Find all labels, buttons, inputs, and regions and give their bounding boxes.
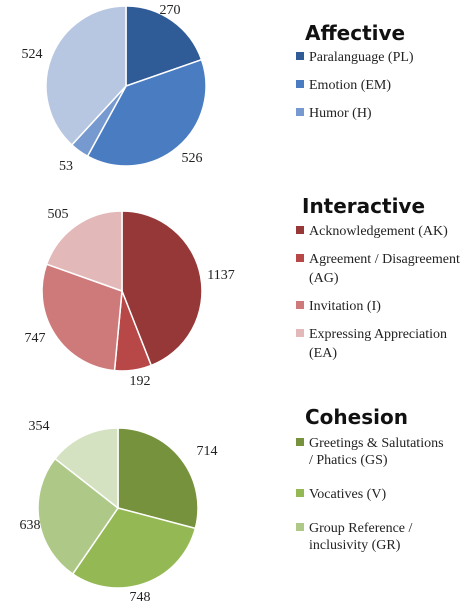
cohesion-slice-greetings-salutations-phatics-gs bbox=[117, 427, 199, 530]
legend-label: inclusivity (GR) bbox=[309, 538, 401, 553]
legend-item-vocatives-v: Vocatives (V) bbox=[296, 487, 386, 502]
legend-swatch bbox=[296, 329, 304, 337]
affective-value-label: 524 bbox=[22, 47, 43, 62]
legend-swatch bbox=[296, 523, 304, 531]
legend-item-agreement-disagreement-ag: Agreement / Disagreement (AG) bbox=[296, 252, 460, 286]
legend-swatch bbox=[296, 301, 304, 309]
legend-item-group-reference-inclusivity-gr: Group Reference / inclusivity (GR) bbox=[296, 521, 413, 553]
cohesion-value-label: 748 bbox=[130, 590, 151, 605]
interactive-slice-acknowledgement-ak bbox=[121, 210, 203, 367]
interactive-value-label: 747 bbox=[25, 331, 46, 346]
cohesion-value-label: 638 bbox=[20, 518, 41, 533]
interactive-title: Interactive bbox=[302, 194, 425, 218]
interactive-chart: 1137 192 747 505 Interactive Acknowledgement … bbox=[25, 194, 460, 389]
cohesion-chart: 714 748 638 354 Cohesion Greetings & Salutati… bbox=[20, 405, 444, 605]
interactive-value-label: 192 bbox=[130, 374, 151, 389]
interactive-slice-expressing-appreciation-ea bbox=[45, 210, 123, 293]
legend-item-acknowledgement-ak: Acknowledgement (AK) bbox=[296, 224, 448, 239]
affective-value-label: 53 bbox=[59, 159, 73, 174]
legend-item-invitation-i: Invitation (I) bbox=[296, 299, 381, 314]
affective-value-label: 526 bbox=[182, 151, 203, 166]
legend-label: Paralanguage (PL) bbox=[309, 50, 414, 65]
legend-item-expressing-appreciation-ea: Expressing Appreciation (EA) bbox=[296, 327, 447, 361]
cohesion-slice-group-reference-inclusivity-gr bbox=[37, 457, 120, 575]
legend-item-emotion-em: Emotion (EM) bbox=[296, 78, 391, 93]
interactive-value-label: 1137 bbox=[207, 268, 234, 283]
legend-label: Agreement / Disagreement bbox=[309, 252, 460, 267]
legend-swatch bbox=[296, 80, 304, 88]
legend-label: Humor (H) bbox=[309, 106, 372, 121]
affective-title: Affective bbox=[305, 21, 405, 45]
cohesion-slice-vocatives-v bbox=[71, 507, 197, 589]
legend-label: Emotion (EM) bbox=[309, 78, 391, 93]
affective-slice-emotion-em bbox=[86, 58, 207, 167]
legend-label: Invitation (I) bbox=[309, 299, 381, 314]
cohesion-value-label: 354 bbox=[29, 419, 50, 434]
legend-label: (AG) bbox=[309, 271, 339, 286]
legend-item-humor-h: Humor (H) bbox=[296, 106, 372, 121]
interactive-slice-invitation-i bbox=[41, 263, 123, 372]
legend-label: (EA) bbox=[309, 346, 337, 361]
affective-value-label: 270 bbox=[160, 3, 181, 18]
cohesion-value-label: 714 bbox=[197, 444, 218, 459]
legend-label: Acknowledgement (AK) bbox=[309, 224, 448, 239]
legend-item-paralanguage-pl: Paralanguage (PL) bbox=[296, 50, 414, 65]
legend-item-greetings-salutations-phatics-gs: Greetings & Salutations / Phatics (GS) bbox=[296, 436, 444, 468]
cohesion-slice-unlabeled bbox=[53, 427, 119, 510]
legend-swatch bbox=[296, 438, 304, 446]
legend-swatch bbox=[296, 52, 304, 60]
cohesion-title: Cohesion bbox=[305, 405, 408, 429]
legend-label: Greetings & Salutations bbox=[309, 436, 444, 451]
affective-slice-unlabeled bbox=[45, 5, 127, 146]
affective-chart: 270 526 53 524 Affective Paralanguage (PL) Emo… bbox=[22, 3, 414, 174]
legend-label: Expressing Appreciation bbox=[309, 327, 447, 342]
legend-label: Group Reference / bbox=[309, 521, 413, 536]
legend-label: / Phatics (GS) bbox=[309, 453, 388, 468]
legend-swatch bbox=[296, 226, 304, 234]
interactive-value-label: 505 bbox=[48, 207, 69, 222]
legend-label: Vocatives (V) bbox=[309, 487, 386, 502]
legend-swatch bbox=[296, 489, 304, 497]
legend-swatch bbox=[296, 254, 304, 262]
legend-swatch bbox=[296, 108, 304, 116]
